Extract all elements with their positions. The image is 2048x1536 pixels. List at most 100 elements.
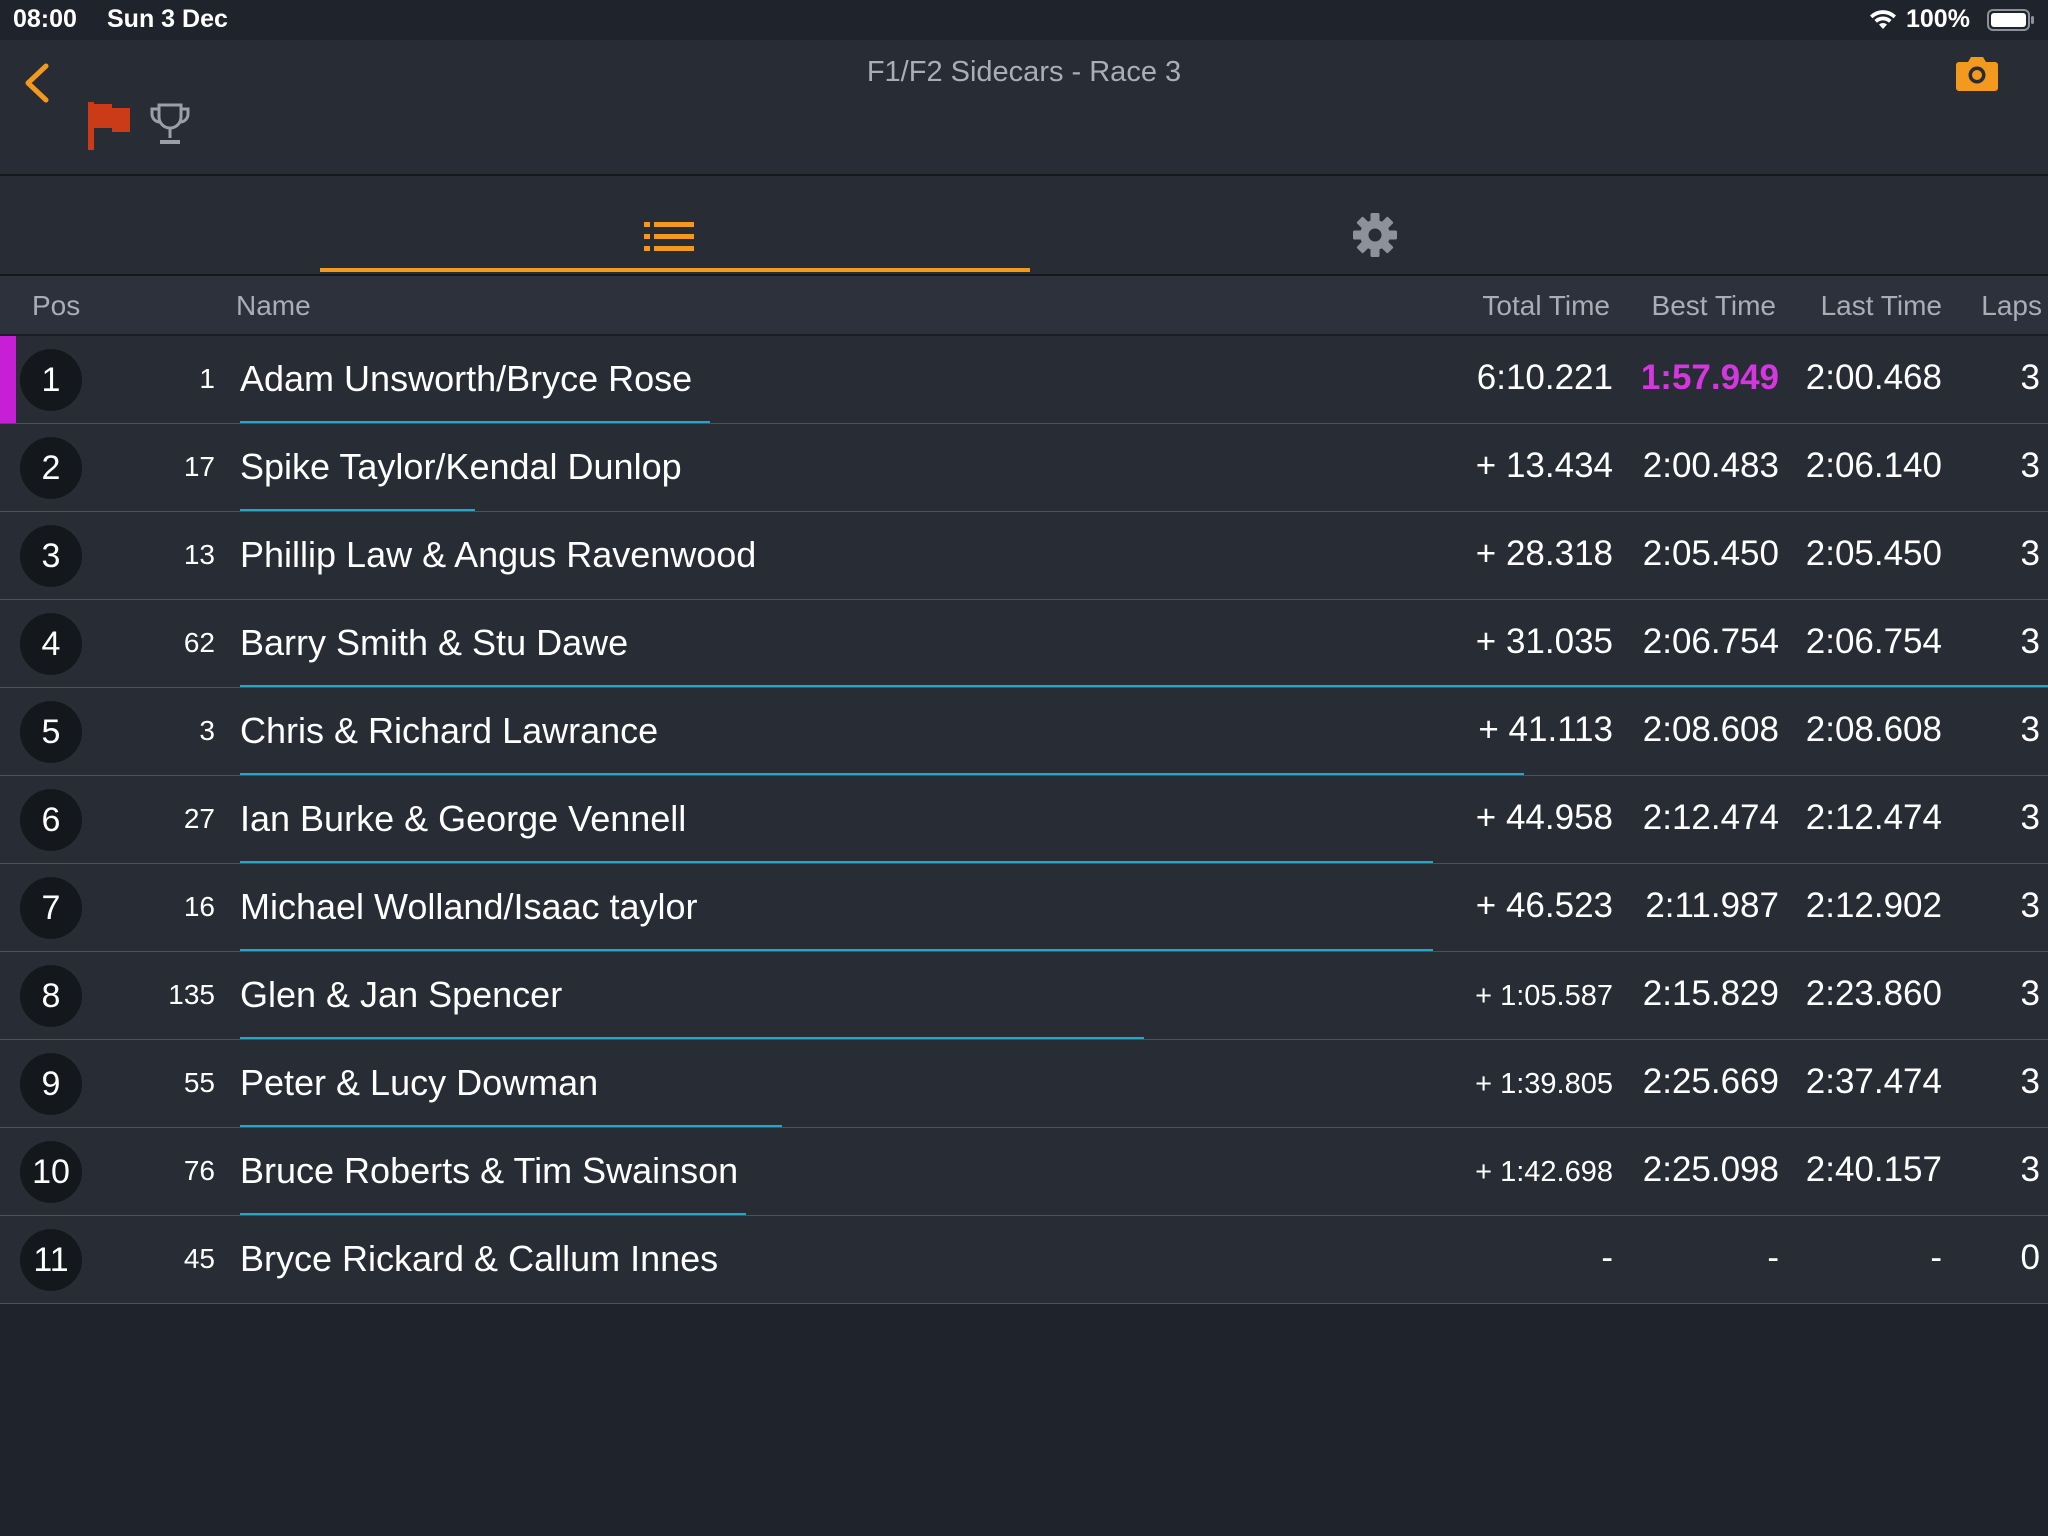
laps: 3	[2020, 1150, 2040, 1189]
best-time: 1:57.949	[1640, 358, 1779, 397]
leader-marker	[0, 336, 16, 423]
lap-progress-bar	[240, 509, 475, 511]
table-row[interactable]: 8 135 Glen & Jan Spencer + 1:05.587 2:15.829…	[0, 952, 2048, 1040]
driver-name: Michael Wolland/Isaac taylor	[240, 886, 698, 927]
total-time: -	[1601, 1238, 1613, 1277]
header-name[interactable]: Name	[236, 290, 311, 321]
table-row[interactable]: 7 16 Michael Wolland/Isaac taylor + 46.523 2…	[0, 864, 2048, 952]
wifi-icon	[1870, 10, 1896, 29]
driver-name: Chris & Richard Lawrance	[240, 710, 659, 751]
lap-progress-bar	[240, 949, 1433, 951]
position-badge: 8	[20, 965, 82, 1027]
driver-name: Phillip Law & Angus Ravenwood	[240, 534, 757, 575]
total-time: + 46.523	[1475, 886, 1613, 925]
position-badge: 4	[20, 613, 82, 675]
total-time: 6:10.221	[1476, 358, 1613, 397]
back-chevron-icon[interactable]	[18, 58, 58, 108]
best-time: 2:08.608	[1642, 710, 1779, 749]
table-row[interactable]: 10 76 Bruce Roberts & Tim Swainson + 1:42.6…	[0, 1128, 2048, 1216]
table-row[interactable]: 11 45 Bryce Rickard & Callum Innes - - - 0	[0, 1216, 2048, 1304]
total-time: + 1:39.805	[1475, 1068, 1613, 1100]
total-time: + 1:42.698	[1475, 1156, 1613, 1188]
battery-icon	[1987, 9, 2034, 31]
gear-icon	[1353, 213, 1397, 257]
table-row[interactable]: 9 55 Peter & Lucy Dowman + 1:39.805 2:25.669…	[0, 1040, 2048, 1128]
last-time: 2:06.754	[1805, 622, 1942, 661]
car-number: 55	[183, 1067, 215, 1098]
header-best-time[interactable]: Best Time	[1651, 290, 1776, 321]
table-row[interactable]: 5 3 Chris & Richard Lawrance + 41.113 2:08.6…	[0, 688, 2048, 776]
navigation-bar: F1/F2 Sidecars - Race 3	[0, 40, 2048, 176]
position-badge: 3	[20, 525, 82, 587]
last-time: 2:08.608	[1805, 710, 1942, 749]
best-time: 2:00.483	[1642, 446, 1779, 485]
header-last-time[interactable]: Last Time	[1820, 290, 1942, 321]
last-time: 2:05.450	[1805, 534, 1942, 573]
laps: 3	[2020, 446, 2040, 485]
lap-progress-bar	[240, 1125, 782, 1127]
tab-results-list[interactable]	[320, 176, 1030, 274]
red-flag-icon	[88, 102, 130, 150]
table-row[interactable]: 6 27 Ian Burke & George Vennell + 44.958 2:1…	[0, 776, 2048, 864]
table-row[interactable]: 1 1 Adam Unsworth/Bryce Rose 6:10.221 1:57.9…	[0, 336, 2048, 424]
total-time: + 1:05.587	[1475, 980, 1613, 1012]
car-number: 27	[183, 803, 215, 834]
driver-name: Glen & Jan Spencer	[240, 974, 563, 1015]
car-number: 3	[199, 715, 215, 746]
lap-progress-bar	[240, 773, 1524, 775]
last-time: 2:37.474	[1805, 1062, 1942, 1101]
laps: 3	[2020, 710, 2040, 749]
lap-progress-bar	[240, 421, 710, 423]
total-time: + 44.958	[1475, 798, 1613, 837]
best-time: 2:12.474	[1642, 798, 1779, 837]
laps: 3	[2020, 1062, 2040, 1101]
tab-settings[interactable]	[1020, 176, 1730, 274]
position-badge: 7	[20, 877, 82, 939]
header-total-time[interactable]: Total Time	[1482, 290, 1610, 321]
car-number: 1	[199, 363, 215, 394]
driver-name: Barry Smith & Stu Dawe	[240, 622, 629, 663]
best-time: 2:25.669	[1642, 1062, 1779, 1101]
car-number: 135	[168, 979, 215, 1010]
page-title: F1/F2 Sidecars - Race 3	[866, 56, 1182, 88]
lap-progress-bar	[240, 1213, 746, 1215]
last-time: 2:12.902	[1805, 886, 1942, 925]
laps: 0	[2020, 1238, 2040, 1277]
position-badge: 6	[20, 789, 82, 851]
laps: 3	[2020, 798, 2040, 837]
last-time: 2:06.140	[1805, 446, 1942, 485]
laps: 3	[2020, 974, 2040, 1013]
header-pos[interactable]: Pos	[32, 290, 81, 321]
laps: 3	[2020, 534, 2040, 573]
driver-name: Ian Burke & George Vennell	[240, 798, 687, 839]
best-time: 2:11.987	[1645, 886, 1779, 925]
total-time: + 13.434	[1475, 446, 1613, 485]
table-row[interactable]: 2 17 Spike Taylor/Kendal Dunlop + 13.434 2:0…	[0, 424, 2048, 512]
best-time: -	[1767, 1238, 1779, 1277]
trophy-icon[interactable]	[148, 102, 192, 148]
lap-progress-bar	[240, 861, 1433, 863]
position-badge: 11	[20, 1229, 82, 1291]
best-time: 2:05.450	[1642, 534, 1779, 573]
driver-name: Bryce Rickard & Callum Innes	[240, 1238, 719, 1279]
list-icon	[644, 222, 694, 251]
driver-name: Bruce Roberts & Tim Swainson	[240, 1150, 739, 1191]
position-badge: 10	[20, 1141, 82, 1203]
status-bar: 08:00 Sun 3 Dec 100%	[0, 0, 2048, 40]
position-badge: 5	[20, 701, 82, 763]
lap-progress-bar	[240, 1037, 1144, 1039]
position-badge: 1	[20, 349, 82, 411]
car-number: 62	[183, 627, 215, 658]
results-table-header: Pos Name Total Time Best Time Last Time …	[0, 276, 2048, 336]
driver-name: Peter & Lucy Dowman	[240, 1062, 599, 1103]
table-row[interactable]: 4 62 Barry Smith & Stu Dawe + 31.035 2:06.75…	[0, 600, 2048, 688]
last-time: 2:12.474	[1805, 798, 1942, 837]
status-date: Sun 3 Dec	[107, 5, 228, 33]
camera-icon[interactable]	[1955, 54, 1999, 92]
car-number: 13	[183, 539, 215, 570]
header-laps[interactable]: Laps	[1981, 290, 2042, 321]
position-badge: 2	[20, 437, 82, 499]
last-time: 2:23.860	[1805, 974, 1942, 1013]
table-row[interactable]: 3 13 Phillip Law & Angus Ravenwood + 28.318…	[0, 512, 2048, 600]
selected-tab-indicator	[320, 268, 1030, 272]
